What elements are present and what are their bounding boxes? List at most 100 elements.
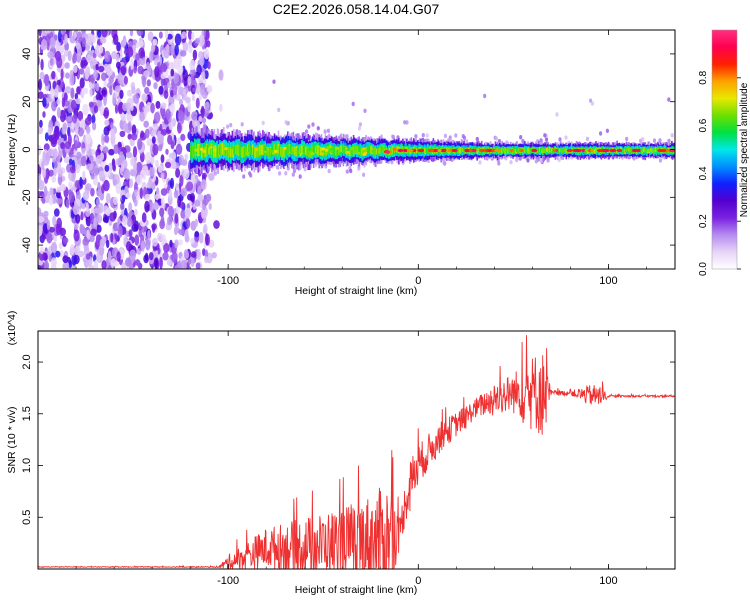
spectral-cell [305,146,307,155]
spectral-blob [165,108,171,120]
spectral-blob [161,197,165,207]
spectral-cell [549,149,552,153]
spectral-blob [128,202,133,213]
spectral-cell [378,148,381,154]
spectral-blob [555,112,559,117]
spectral-cell [545,148,547,152]
spectral-peak [350,146,354,150]
spectral-blob [160,73,166,80]
spectral-cell [262,144,264,155]
spectral-blob [158,85,164,95]
spectral-blob [140,130,145,139]
spectral-cell [231,146,234,156]
spectral-blob [157,144,163,152]
spectral-blob [126,217,133,228]
spectral-blob [174,239,179,249]
spectral-blob [38,173,41,181]
spectral-cell [549,147,551,152]
spectral-cell [508,148,510,152]
spectral-blob [76,86,81,95]
spectral-cell [566,149,568,154]
spectral-peak [519,148,524,153]
spectral-cell [543,148,546,153]
spectrogram-x-label: Height of straight line (km) [295,285,418,297]
spectral-blob [133,66,138,74]
spectral-blob [114,85,121,92]
y-tick-label: 1.5 [21,406,33,421]
spectral-blob [108,148,115,156]
spectral-blob [90,173,95,180]
spectral-cell [352,146,355,154]
spectral-cell [416,148,418,154]
spectral-blob [174,44,179,56]
spectrogram-panel: -100 0 100 -40 -20 0 20 40 Height of straight … [6,29,676,297]
spectral-cell [502,147,505,152]
spectral-blob [53,208,60,217]
spectral-cell [324,147,327,157]
spectral-peak [371,149,376,153]
spectral-blob [177,110,185,122]
spectral-cell [586,148,589,154]
spectral-blob [69,73,75,86]
spectral-cell [238,146,241,155]
spectral-blob [117,225,123,238]
spectral-blob [99,238,105,249]
spectral-cell [255,146,258,157]
spectral-cell [226,147,228,156]
spectral-peak [263,147,268,151]
spectral-cell [212,144,214,157]
spectral-blob [56,56,63,69]
spectral-cell [260,144,263,156]
spectral-blob [113,144,119,155]
spectral-blob [170,42,176,56]
spectral-cell [281,147,284,158]
spectral-cell [247,144,249,156]
spectral-cell [333,148,335,155]
spectral-peak [231,145,235,149]
spectral-blob [195,37,200,44]
spectral-cell [459,148,461,154]
spectral-blob [71,122,75,130]
spectral-blob [585,136,590,142]
spectral-cell [381,146,384,152]
spectral-blob [38,145,42,156]
spectral-blob [115,186,121,194]
spectral-cell [312,146,314,156]
spectral-peak [588,148,592,153]
spectral-blob [49,187,54,196]
spectral-cell [315,146,317,154]
spectral-blob [175,143,183,155]
spectral-cell [276,145,278,155]
spectral-blob [48,169,55,177]
spectral-cell [290,144,292,155]
spectral-blob [93,217,97,228]
spectral-cell [585,148,588,154]
spectral-cell [516,147,518,153]
spectral-cell [500,149,503,154]
spectral-blob [144,128,150,139]
spectral-cell [219,143,222,156]
spectral-blob [71,114,78,124]
spectral-blob [68,260,73,269]
spectral-blob [483,93,487,99]
spectral-blob [172,161,177,170]
spectral-blob [74,139,78,151]
spectral-cell [308,147,310,157]
spectral-blob [81,147,86,155]
spectral-peak [320,152,324,156]
spectral-cell [341,145,344,152]
spectral-blob [38,180,45,191]
spectral-cell [457,147,460,154]
spectral-blob [160,102,167,109]
spectral-blob [558,137,562,142]
spectral-blob [163,90,169,99]
colorbar-tick-label: 0.0 [698,262,709,276]
spectral-blob [151,182,156,191]
spectral-cell [335,146,338,157]
x-tick-label: 0 [415,275,421,287]
spectral-cell [334,148,336,157]
x-tick-label: -100 [217,575,239,587]
spectral-cell [446,147,449,153]
spectral-cell [222,143,224,155]
spectral-blob [124,168,131,180]
